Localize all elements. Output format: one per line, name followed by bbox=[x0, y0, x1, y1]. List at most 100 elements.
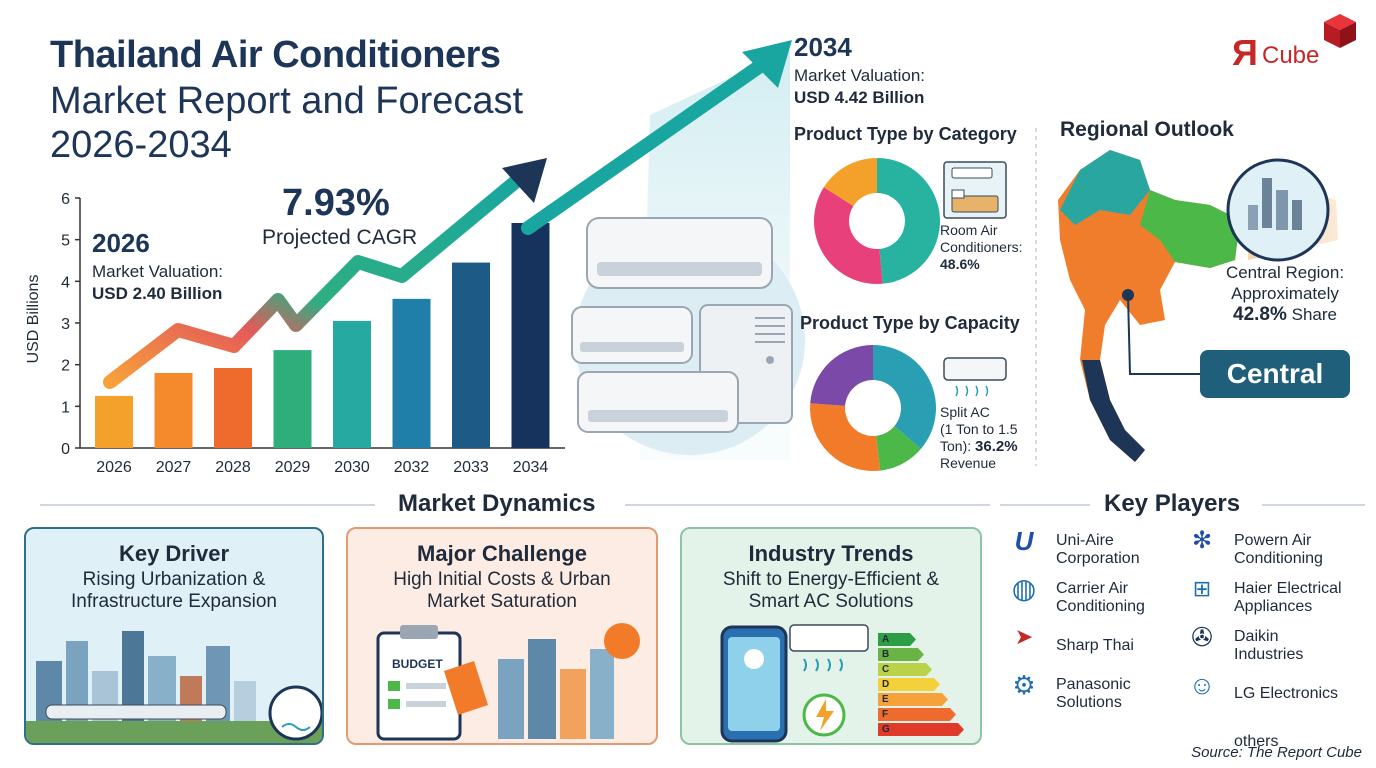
capacity-callout-line4: Revenue bbox=[940, 455, 997, 471]
bar-2030 bbox=[333, 320, 371, 448]
capacity-callout: Split AC (1 Ton to 1.5 Ton): 36.2% Reven… bbox=[940, 404, 1018, 472]
card-line1: High Initial Costs & Urban bbox=[393, 569, 611, 590]
bar-2028 bbox=[214, 368, 252, 448]
x-tick-label: 2027 bbox=[156, 459, 192, 476]
y-tick-label: 2 bbox=[61, 358, 70, 375]
player-name-line2: Conditioning bbox=[1056, 598, 1145, 615]
energy-class-D: D bbox=[878, 678, 940, 691]
card-line2: Market Saturation bbox=[427, 591, 577, 612]
player-name-line2: Appliances bbox=[1234, 598, 1313, 615]
card-title: Industry Trends bbox=[748, 541, 914, 566]
end-year: 2034 bbox=[794, 32, 852, 62]
x-tick-label: 2026 bbox=[96, 459, 132, 476]
y-tick-label: 3 bbox=[61, 316, 70, 333]
end-value: USD 4.42 Billion bbox=[794, 88, 925, 107]
player-name-line2: Conditioning bbox=[1234, 550, 1323, 567]
player-name-line1: Daikin bbox=[1234, 628, 1279, 645]
player-name-line1: Sharp Thai bbox=[1056, 637, 1134, 654]
player-name-line1: LG Electronics bbox=[1234, 685, 1339, 702]
card-title: Major Challenge bbox=[417, 541, 587, 566]
x-tick-label: 2033 bbox=[453, 459, 489, 476]
dynamics-title: Market Dynamics bbox=[398, 490, 596, 517]
capacity-callout-line3: Ton): bbox=[940, 438, 972, 454]
logo-cube-icon bbox=[1324, 14, 1356, 48]
end-label: Market Valuation: bbox=[794, 66, 926, 85]
player-name-line1: others bbox=[1234, 733, 1279, 750]
bar-2026 bbox=[95, 395, 133, 448]
player-name-line1: Powern Air bbox=[1234, 532, 1312, 549]
capacity-callout-value: 36.2% bbox=[975, 438, 1018, 455]
player-name-line2: Solutions bbox=[1056, 694, 1122, 711]
energy-class-B: B bbox=[878, 648, 924, 661]
energy-class-F: F bbox=[878, 708, 956, 721]
x-tick-label: 2030 bbox=[334, 459, 370, 476]
donut2-slice-3 bbox=[810, 345, 873, 406]
player-name-line1: Haier Electrical bbox=[1234, 580, 1342, 597]
card-line2: Infrastructure Expansion bbox=[71, 591, 277, 612]
fan-icon: ✇ bbox=[1191, 622, 1213, 652]
capacity-title: Product Type by Capacity bbox=[800, 313, 1020, 333]
bars bbox=[95, 223, 550, 448]
network-globe-icon: ✻ bbox=[1191, 527, 1213, 554]
budget-city-icon bbox=[376, 623, 640, 741]
x-tick-label: 2034 bbox=[513, 459, 549, 476]
donut2-slice-1 bbox=[876, 426, 922, 471]
regional-line1: Central Region: bbox=[1225, 263, 1345, 282]
trend-arrow-head-2 bbox=[742, 40, 792, 88]
category-callout: Room Air Conditioners: 48.6% bbox=[940, 222, 1036, 273]
source-note: Source: The Report Cube bbox=[1191, 744, 1362, 761]
trend-arrow-head bbox=[502, 158, 547, 203]
city-skyline-icon bbox=[26, 631, 322, 743]
donut2-slice-2 bbox=[810, 403, 881, 471]
energy-class-E: E bbox=[878, 693, 948, 706]
card-line2: Smart AC Solutions bbox=[748, 591, 914, 612]
category-callout-label: Room Air Conditioners: bbox=[940, 222, 1023, 255]
thailand-map bbox=[1058, 150, 1338, 462]
player-name-line1: Uni-Aire bbox=[1056, 532, 1114, 549]
split-ac-icon bbox=[943, 357, 1007, 397]
bar-2033 bbox=[452, 262, 490, 448]
donut-capacity bbox=[810, 345, 937, 471]
x-ticks: 2026 2027 2028 2029 2030 2032 2033 2034 bbox=[96, 459, 548, 476]
donut1-slice-0 bbox=[877, 158, 940, 284]
bar-2034 bbox=[511, 223, 550, 448]
y-tick-label: 0 bbox=[61, 441, 70, 458]
energy-class-A: A bbox=[878, 633, 916, 646]
regional-text: Central Region: Approximately 42.8% Shar… bbox=[1210, 262, 1360, 325]
trend-arrow-extension bbox=[521, 59, 767, 235]
uniaire-logo-icon: U bbox=[1014, 526, 1034, 556]
bar-2032 bbox=[392, 298, 431, 448]
budget-label: BUDGET bbox=[392, 657, 443, 671]
logo: Я Cube bbox=[1232, 14, 1362, 74]
trend-arrow bbox=[103, 171, 527, 389]
player-name-line1: Carrier Air bbox=[1056, 580, 1129, 597]
y-tick-label: 1 bbox=[61, 399, 70, 416]
network-nodes-icon: ⊞ bbox=[1192, 576, 1212, 601]
card-title: Key Driver bbox=[118, 541, 230, 566]
player-name-line1: Panasonic bbox=[1056, 676, 1131, 693]
x-tick-label: 2028 bbox=[215, 459, 251, 476]
card-major-challenge: Major Challenge High Initial Costs & Urb… bbox=[346, 527, 658, 745]
start-value: USD 2.40 Billion bbox=[92, 284, 223, 303]
card-industry-trends: Industry Trends Shift to Energy-Efficien… bbox=[680, 527, 982, 745]
regional-title: Regional Outlook bbox=[1060, 118, 1234, 141]
gear-icon: ⚙ bbox=[1012, 670, 1036, 700]
smile-icon: ☺ bbox=[1188, 670, 1216, 700]
logo-text: Cube bbox=[1262, 42, 1320, 69]
y-axis-label: USD Billions bbox=[25, 274, 42, 364]
bar-2029 bbox=[273, 350, 312, 448]
title-line-1: Thailand Air Conditioners bbox=[50, 34, 501, 76]
category-callout-value: 48.6% bbox=[940, 256, 980, 272]
cagr-label: Projected CAGR bbox=[262, 226, 418, 249]
start-year: 2026 bbox=[92, 228, 150, 258]
energy-class-G: G bbox=[878, 723, 964, 736]
y-tick-label: 4 bbox=[61, 274, 70, 291]
y-ticks: 0 1 2 3 4 5 6 bbox=[61, 191, 80, 458]
regional-share-label: Share bbox=[1291, 305, 1337, 324]
smart-phone-energy-icon bbox=[720, 624, 869, 743]
card-line1: Shift to Energy-Efficient & bbox=[722, 569, 940, 590]
player-name-line2: Corporation bbox=[1056, 550, 1140, 567]
title-line-2: Market Report and Forecast bbox=[50, 80, 524, 122]
